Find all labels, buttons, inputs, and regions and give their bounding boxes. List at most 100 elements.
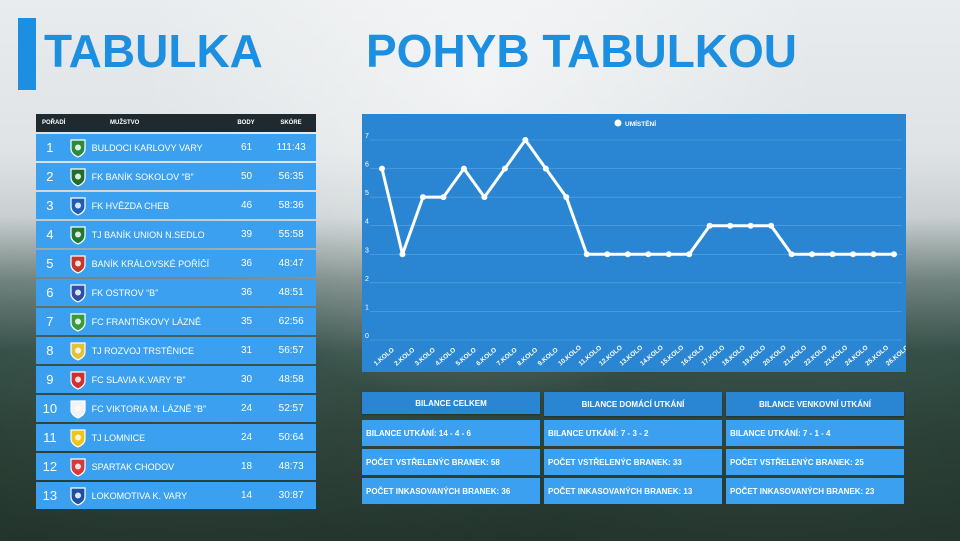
banik-union-crest-icon [66,224,90,246]
data-point [870,251,877,258]
lokomotiva-kvary-crest-icon [66,485,90,507]
row-team: BULDOCI KARLOVY VARY [91,142,203,153]
frantiskovy-lazne-crest-icon [66,311,90,333]
row-team: TJ BANÍK UNION N.SEDLO [91,229,205,240]
y-tick-label: 3 [365,247,369,254]
row-points: 35 [240,316,253,327]
data-point [624,251,631,258]
data-point [788,251,795,258]
row-score: 30:87 [278,490,304,501]
row-rank: 4 [46,227,54,242]
x-tick-label: 6.KOLO [475,347,498,368]
viktoria-mlazne-crest-icon [66,398,90,420]
data-point [891,251,897,258]
row-team: FK BANÍK SOKOLOV “B” [91,171,194,182]
table-row: 3 FK HVĚZDA CHEB 46 58:36 [36,192,316,219]
row-points: 39 [240,229,253,240]
data-point [686,251,693,258]
row-score: 52:57 [278,403,304,414]
data-point [522,137,529,143]
row-points: 14 [240,490,253,501]
y-tick-label: 2 [365,276,369,283]
table-row: 1 BULDOCI KARLOVY VARY 61 111:43 [36,134,316,161]
row-points: 46 [240,200,253,211]
row-team: FK OSTROV “B” [91,287,159,298]
header-team: MUŽSTVO [110,120,140,126]
series-line [380,138,894,256]
table-title: TABULKA [44,25,263,77]
row-rank: 11 [43,430,57,445]
stat-line: POČET VSTŘELENÝC BRANEK: 33 [544,449,722,475]
data-point [809,251,816,258]
data-point [768,222,775,229]
data-point [727,222,734,229]
row-score: 55:58 [278,229,304,240]
table-row: 2 FK BANÍK SOKOLOV “B” 50 56:35 [36,163,316,190]
header-rank: POŘADÍ [42,120,66,126]
row-score: 58:36 [278,200,304,211]
position-chart: 0 1 2 3 4 5 6 7 UMÍSTĚNÍ 1.KOLO 2.KOLO 3.KOLO 4.KOLO… [362,114,906,372]
data-point [706,222,713,229]
legend-marker [614,119,622,127]
x-tick-label: 1.KOLO [373,347,396,368]
title-accent-bar [18,18,36,90]
row-team: FC FRANTIŠKOVY LÁZNĚ [91,316,201,327]
table-row: 5 BANÍK KRÁLOVSKÉ POŘÍČÍ 36 48:47 [36,250,316,277]
y-tick-label: 1 [365,304,369,311]
row-rank: 12 [42,459,58,474]
stat-card-title: BILANCE VENKOVNÍ UTKÁNÍ [726,392,904,416]
row-rank: 7 [46,314,54,329]
row-team: FC VIKTORIA M. LÁZNĚ “B” [91,403,206,414]
row-score: 62:56 [278,316,304,327]
hvezda-cheb-crest-icon [66,195,90,217]
data-point [501,165,508,172]
table-row: 9 FC SLAVIA K.VARY “B” 30 48:58 [36,366,316,393]
row-points: 30 [240,374,253,385]
row-rank: 5 [46,256,54,271]
y-tick-label: 7 [365,133,369,140]
table-row: 13 LOKOMOTIVA K. VARY 14 30:87 [36,482,316,509]
data-point [604,251,611,258]
row-rank: 9 [46,372,54,387]
data-point [399,251,406,258]
chart-title: POHYB TABULKOU [366,25,798,77]
header-score: SKÓRE [280,120,302,126]
table-row: 8 TJ ROZVOJ TRSTĚNICE 31 56:57 [36,337,316,364]
data-point [850,251,857,258]
row-score: 48:47 [278,258,304,269]
row-points: 36 [240,287,253,298]
row-points: 36 [240,258,253,269]
data-point [563,194,570,201]
rozvoj-trstenice-crest-icon [66,340,90,362]
row-score: 48:51 [278,287,304,298]
header-points: BODY [237,120,255,126]
buldoci-crest-icon [66,137,90,159]
fk-ostrov-crest-icon [66,282,90,304]
stat-line: POČET INKASOVANÝCH BRANEK: 23 [726,478,904,504]
row-score: 111:43 [276,142,306,153]
x-tick-label: 5.KOLO [455,347,478,368]
row-team: FK HVĚZDA CHEB [91,200,170,211]
row-points: 24 [240,403,253,414]
data-point [481,194,488,201]
row-points: 50 [240,171,253,182]
row-points: 31 [240,345,253,356]
row-rank: 3 [46,198,54,213]
data-point [583,251,590,258]
row-rank: 8 [46,343,54,358]
x-tick-label: 7.KOLO [496,347,519,368]
data-point [542,165,549,172]
row-score: 56:35 [278,171,304,182]
slavia-kvary-crest-icon [66,369,90,391]
spartak-chodov-crest-icon [66,456,90,478]
row-team: LOKOMOTIVA K. VARY [91,490,188,501]
row-team: BANÍK KRÁLOVSKÉ POŘÍČÍ [91,258,210,269]
legend-label: UMÍSTĚNÍ [625,119,656,128]
table-row: 6 FK OSTROV “B” 36 48:51 [36,279,316,306]
data-point [460,165,467,172]
stat-line: POČET VSTŘELENÝC BRANEK: 25 [726,449,904,475]
stat-line: BILANCE UTKÁNÍ: 7 - 3 - 2 [544,420,722,446]
row-score: 48:58 [278,374,304,385]
row-points: 24 [240,432,253,443]
row-score: 50:64 [278,432,304,443]
